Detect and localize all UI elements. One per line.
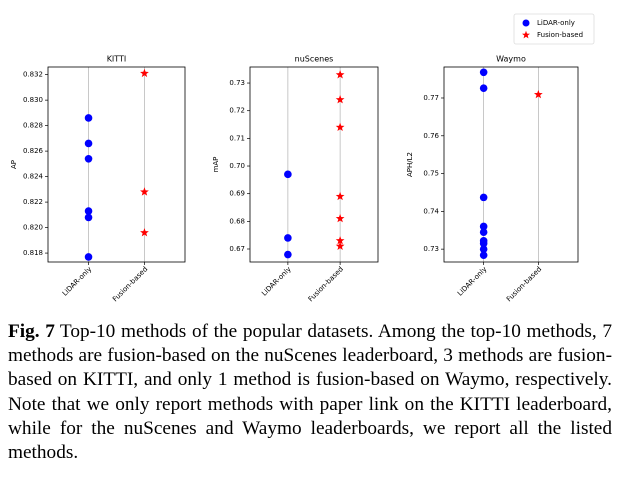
caption-label: Fig. 7 [8,321,55,342]
circle-marker [479,251,488,259]
star-marker [335,95,345,104]
circle-marker [284,250,292,259]
circle-marker [479,245,488,253]
chart-title: nuScenes [295,55,334,64]
caption-text: Top-10 methods of the popular datasets. … [8,321,612,464]
x-tick-label: Fusion-based [505,265,543,303]
star-marker [335,236,345,245]
figure: KITTI AP 0.818 0.820 0.822 0.824 0.826 0.828 0.8… [10,13,595,303]
y-tick-label: 0.73 [229,79,245,87]
legend-label: Fusion-based [537,31,583,39]
axes-frame [443,66,579,263]
y-tick-label: 0.74 [423,207,439,215]
star-marker [335,70,345,79]
y-tick-label: 0.76 [423,132,439,140]
star-marker [335,122,345,132]
legend-label: LiDAR-only [537,19,575,27]
y-axis-label: AP [10,160,18,169]
axes-frame [249,66,379,263]
legend-star [522,30,530,39]
y-tick-label: 0.73 [423,245,439,253]
x-tick-label: Fusion-based [307,265,345,303]
circle-marker [284,170,292,179]
caption: Fig. 7 Top-10 methods of the popular data… [8,320,612,465]
y-tick-label: 0.67 [229,245,245,253]
circle-marker [84,207,93,215]
circle-marker [84,139,93,148]
circle-marker [84,213,93,222]
chart-title: Waymo [496,55,526,64]
y-tick-label: 0.818 [23,249,43,257]
star-marker [533,89,543,99]
y-axis-label: mAP [212,157,220,173]
y-tick-label: 0.832 [23,71,43,79]
y-tick-label: 0.71 [229,134,245,142]
y-tick-label: 0.72 [229,107,245,115]
circle-marker [479,68,488,77]
circle-marker [284,234,292,242]
x-tick-label: LiDAR-only [456,265,488,297]
legend-frame [513,13,595,45]
circle-marker [84,114,93,122]
y-tick-label: 0.68 [229,217,245,225]
y-tick-label: 0.822 [23,198,43,206]
y-tick-label: 0.69 [229,190,245,198]
axes-frame [47,66,186,263]
star-marker [140,228,149,237]
circle-marker [479,193,488,202]
star-marker [140,187,149,196]
star-marker [335,191,345,201]
y-tick-label: 0.824 [23,173,44,181]
x-tick-label: LiDAR-only [260,265,292,297]
y-axis-label: APH/L2 [406,152,414,177]
circle-marker [84,253,93,261]
legend-circle [522,19,530,27]
y-tick-label: 0.70 [229,162,245,170]
circle-marker [479,222,488,231]
y-tick-label: 0.828 [23,122,43,130]
circle-marker [479,239,488,248]
y-tick-label: 0.820 [23,224,43,232]
y-tick-label: 0.830 [23,96,43,104]
y-tick-label: 0.75 [423,170,439,178]
star-marker [140,68,149,78]
star-marker [335,213,345,223]
y-tick-label: 0.826 [23,147,44,155]
x-tick-label: LiDAR-only [61,265,93,297]
circle-marker [84,154,93,163]
x-tick-label: Fusion-based [111,265,149,303]
circle-marker [479,228,488,236]
chart-title: KITTI [107,55,127,64]
circle-marker [479,84,488,92]
star-marker [335,241,345,250]
y-tick-label: 0.77 [423,94,439,102]
